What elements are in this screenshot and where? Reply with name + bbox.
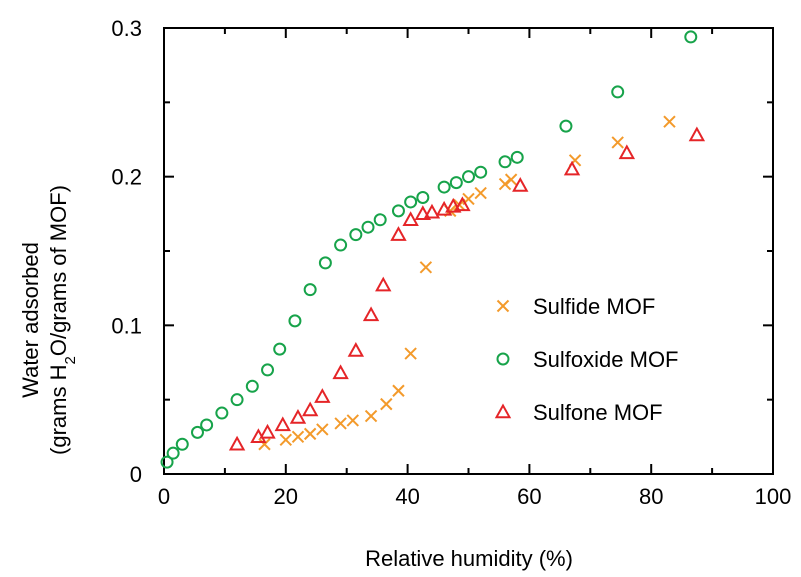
y-tick-label: 0 (130, 462, 142, 487)
legend-item: Sulfide MOF (496, 294, 655, 319)
data-point (559, 119, 573, 133)
legend-marker (496, 299, 510, 313)
data-point (166, 446, 180, 460)
x-tick-label: 80 (639, 484, 663, 509)
data-point (611, 136, 624, 149)
data-point (347, 342, 365, 357)
x-tick-label: 40 (395, 484, 419, 509)
x-tick-label: 60 (517, 484, 541, 509)
legend-label: Sulfide MOF (533, 294, 655, 319)
data-point (349, 228, 363, 242)
data-point (611, 85, 625, 99)
data-point (364, 409, 378, 423)
data-point (245, 379, 259, 393)
data-point (402, 211, 419, 226)
y-tick-label: 0.3 (111, 16, 142, 41)
data-point (392, 384, 405, 397)
tick-labels: 0 20 40 60 80 100 0 0.1 0.2 0.3 (111, 16, 791, 509)
data-point (288, 314, 302, 328)
data-point (498, 155, 512, 169)
data-point (346, 414, 359, 427)
data-point (303, 283, 317, 297)
data-point (200, 418, 214, 432)
data-point (279, 433, 293, 447)
legend-label: Sulfoxide MOF (533, 347, 679, 372)
data-point (445, 197, 462, 213)
data-point (301, 401, 319, 417)
data-point (318, 256, 332, 270)
data-point (688, 126, 706, 142)
data-point (175, 437, 189, 451)
data-point (512, 177, 529, 192)
legend: Sulfide MOF Sulfoxide MOF Sulfone MOF (494, 294, 679, 425)
x-tick-label: 0 (158, 484, 170, 509)
data-point (474, 186, 487, 200)
data-point (423, 203, 441, 219)
data-point (390, 226, 407, 241)
data-point (314, 388, 331, 403)
series-o (160, 30, 698, 469)
legend-label: Sulfone MOF (533, 400, 663, 425)
axis-ticks (163, 27, 774, 475)
data-point (274, 416, 291, 432)
legend-item: Sulfoxide MOF (496, 347, 679, 372)
plot-frame (163, 27, 774, 475)
data-point (228, 435, 246, 451)
data-point (414, 205, 432, 221)
data-point (437, 180, 451, 194)
data-point (289, 408, 307, 424)
data-point (261, 363, 275, 377)
data-point (375, 276, 392, 292)
data-point (498, 177, 512, 191)
legend-marker (494, 403, 512, 419)
x-tick-label: 20 (274, 484, 298, 509)
data-point (504, 173, 518, 186)
data-point (190, 425, 204, 439)
data-point (454, 196, 471, 212)
data-point (510, 150, 524, 164)
data-point (273, 342, 287, 356)
y-tick-label: 0.1 (111, 313, 142, 338)
data-point (416, 190, 430, 204)
data-point (291, 430, 305, 444)
y-axis-title-line-2: (grams H2O/grams of MOF) (46, 185, 79, 455)
y-tick-label: 0.2 (111, 165, 142, 190)
x-axis-title: Relative humidity (%) (365, 546, 573, 571)
data-point (259, 423, 276, 439)
data-point (449, 176, 463, 190)
data-point (361, 220, 375, 234)
data-point (684, 30, 698, 44)
data-point (230, 393, 244, 407)
series-triangle (228, 126, 706, 451)
legend-item: Sulfone MOF (494, 400, 663, 425)
data-point (334, 417, 347, 430)
data-point (404, 195, 418, 209)
data-point (373, 213, 387, 227)
data-point (404, 347, 417, 360)
data-point (618, 144, 636, 160)
data-point (391, 204, 405, 218)
data-point (380, 397, 393, 411)
y-axis-title-line-1: Water adsorbed (18, 242, 43, 398)
data-point (316, 423, 329, 436)
data-point (160, 455, 174, 469)
series-layer (160, 30, 706, 469)
legend-marker (496, 352, 510, 366)
data-point (362, 306, 380, 322)
data-point (303, 427, 317, 441)
x-tick-label: 100 (755, 484, 792, 509)
data-point (462, 170, 475, 184)
y-axis-title: Water adsorbed (grams H2O/grams of MOF) (18, 185, 79, 455)
data-point (258, 438, 271, 451)
data-point (663, 115, 676, 128)
data-point (332, 364, 349, 380)
data-point (563, 160, 581, 176)
plot-border (163, 27, 774, 475)
data-point (419, 261, 433, 274)
data-point (474, 165, 488, 179)
data-point (215, 406, 229, 420)
data-point (334, 238, 348, 252)
